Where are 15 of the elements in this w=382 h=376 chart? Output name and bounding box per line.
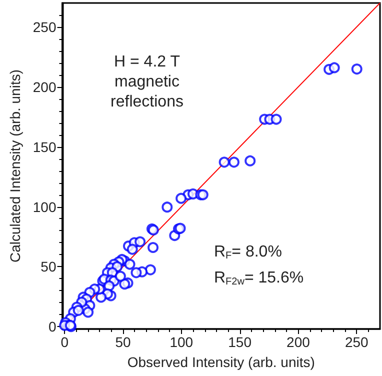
x-tick-label: 50 bbox=[115, 334, 131, 350]
x-axis-title: Observed Intensity (arb. units) bbox=[127, 354, 315, 370]
x-tick-label: 0 bbox=[60, 334, 69, 350]
x-tick-label: 150 bbox=[228, 334, 252, 350]
y-tick-label: 0 bbox=[48, 318, 56, 335]
y-tick-label: 100 bbox=[32, 198, 56, 215]
y-axis-title: Calculated Intensity (arb. units) bbox=[7, 70, 23, 262]
x-tick-label: 100 bbox=[170, 334, 194, 350]
y-tick-label: 50 bbox=[40, 258, 56, 275]
annotation: H = 4.2 T magnetic reflections bbox=[110, 54, 184, 110]
x-tick-label: 200 bbox=[286, 334, 310, 350]
y-tick-label: 200 bbox=[32, 78, 56, 95]
y-tick-label: 250 bbox=[32, 18, 56, 35]
x-tick-label: 250 bbox=[344, 334, 369, 350]
y-tick-label: 150 bbox=[32, 138, 56, 155]
